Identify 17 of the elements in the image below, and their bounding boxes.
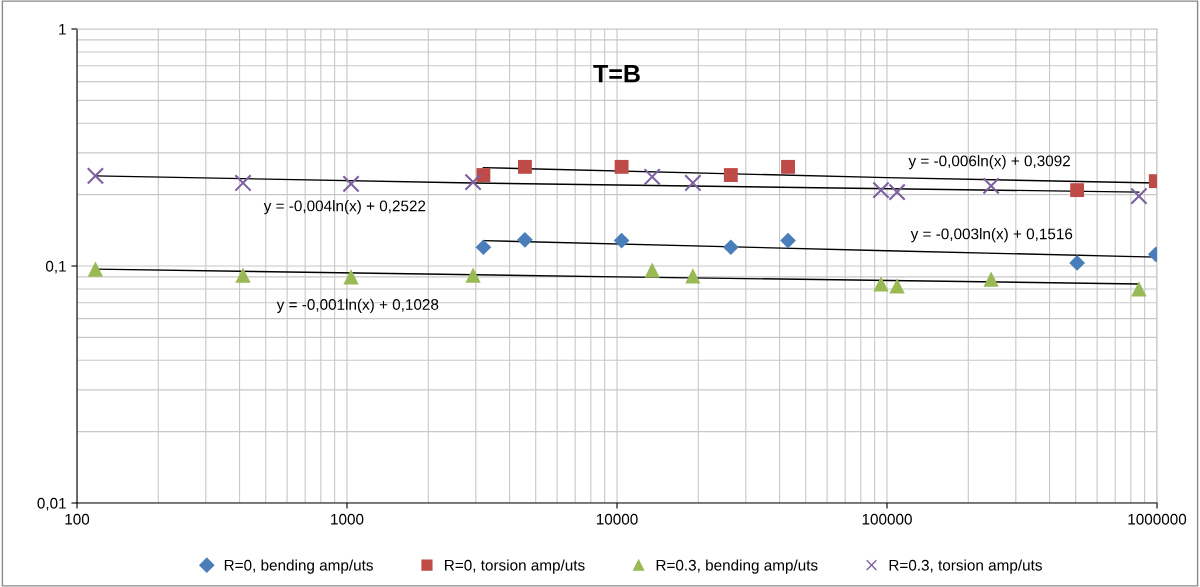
annotation: y = -0,003ln(x) + 0,1516 [910, 228, 1073, 243]
annotation: y = -0,004ln(x) + 0,2522 [263, 200, 426, 215]
x-tick-label: 10000 [596, 513, 638, 525]
y-tick-label: 0,1 [45, 260, 66, 274]
x-tick-label: 100 [65, 513, 90, 525]
legend-label: R=0, bending amp/uts [224, 559, 373, 574]
x-tick-label: 100000 [862, 513, 912, 525]
y-tick-label: 1 [59, 24, 66, 35]
legend-label: R=0.3, bending amp/uts [656, 559, 818, 574]
y-tick-label: 0,01 [37, 497, 66, 511]
legend-label: R=0, torsion amp/uts [445, 559, 585, 574]
legend-label: R=0.3, torsion amp/uts [889, 559, 1042, 574]
x-tick-label: 1000 [331, 513, 364, 525]
x-tick-label: 1000000 [1128, 513, 1187, 525]
annotation: y = -0,006ln(x) + 0,3092 [908, 155, 1070, 170]
annotation: y = -0,001ln(x) + 0,1028 [276, 298, 439, 313]
text: T=B [593, 65, 640, 83]
